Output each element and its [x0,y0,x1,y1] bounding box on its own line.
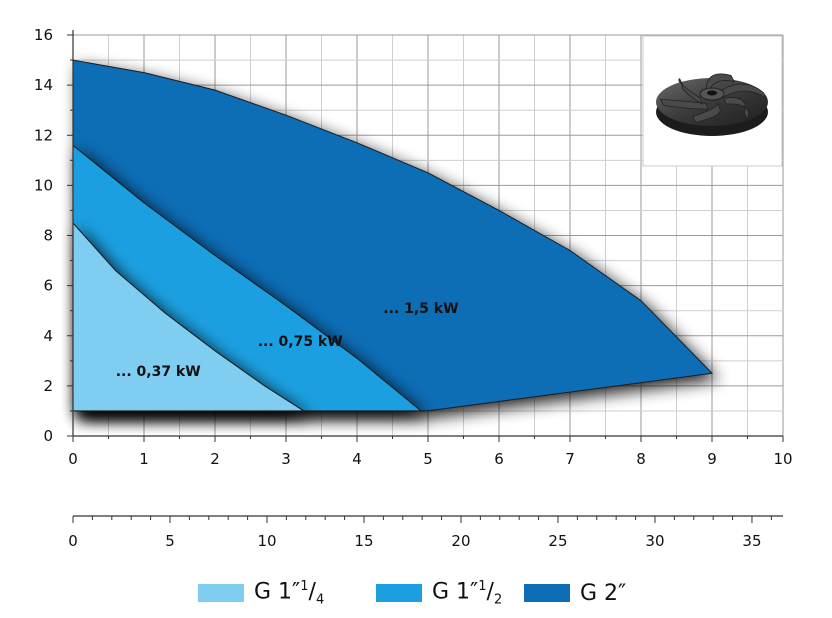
x-tick-label: 1 [139,450,149,468]
y-tick-label: 12 [34,126,53,144]
impeller-vane [723,97,749,121]
legend-swatch-dark-blue [524,584,570,602]
secondary-x-tick-label: 30 [645,532,664,550]
region-label: ... 1,5 kW [383,301,458,317]
secondary-x-tick-label: 35 [742,532,761,550]
y-tick-label: 14 [34,76,53,94]
impeller-inset [642,35,783,167]
y-tick-label: 4 [43,327,53,345]
region-label: ... 0,75 kW [258,334,343,350]
x-tick-label: 0 [68,450,78,468]
legend-label: G 1″1/2 [432,578,503,608]
secondary-x-tick-label: 25 [548,532,567,550]
legend-label: G 2″ [580,580,627,606]
legend-item-g-1-1-2: G 1″1/2 [376,575,502,611]
impeller-vane [659,98,709,110]
secondary-x-tick-label: 15 [354,532,373,550]
x-tick-label: 7 [565,450,575,468]
region-labels: ... 0,37 kW ... 0,75 kW ... 1,5 kW [116,301,459,380]
impeller-vane [678,78,703,105]
y-tick-label: 0 [43,427,53,445]
y-tick-label: 2 [43,377,53,395]
x-tick-label: 10 [773,450,792,468]
secondary-x-tick-label: 10 [257,532,276,550]
impeller-vane [692,103,721,123]
impeller-hub-hole [707,90,717,96]
secondary-x-tick-label: 0 [68,532,78,550]
y-tick-label: 10 [34,176,53,194]
x-tick-label: 3 [281,450,291,468]
y-tick-label: 6 [43,277,53,295]
impeller-vane [717,83,767,100]
x-tick-label: 6 [494,450,504,468]
y-tick-label: 8 [43,227,53,245]
x-tick-label: 9 [707,450,717,468]
legend-label: G 1″1/4 [254,578,325,608]
x-tick-label: 5 [423,450,433,468]
legend: G 1″1/4 G 1″1/2 G 2″ [0,575,832,611]
area-0-37-kw [72,221,306,412]
legend-swatch-light-blue [198,584,244,602]
y-tick-label: 16 [34,26,53,44]
secondary-x-tick-label: 20 [451,532,470,550]
region-label: ... 0,37 kW [116,364,201,380]
x-tick-label: 8 [636,450,646,468]
x-tick-label: 4 [352,450,362,468]
x-tick-label: 2 [210,450,220,468]
secondary-x-tick-label: 5 [165,532,175,550]
area-series [72,59,714,412]
legend-item-g-2: G 2″ [524,575,626,611]
legend-item-g-1-1-4: G 1″1/4 [198,575,324,611]
legend-swatch-mid-blue [376,584,422,602]
